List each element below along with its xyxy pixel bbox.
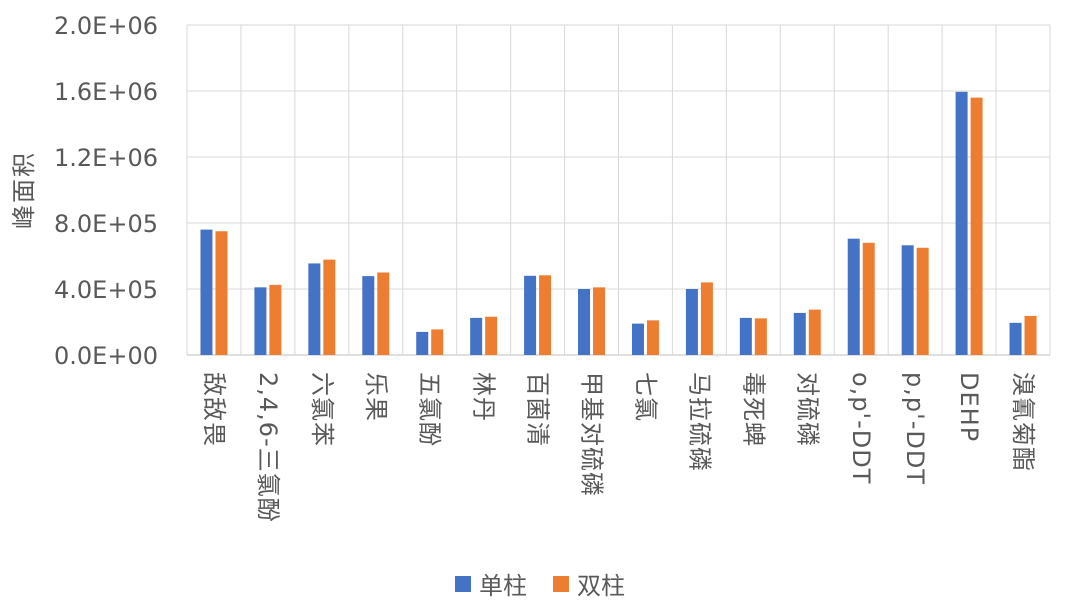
bar-single-9	[685, 289, 698, 355]
bar-double-3	[377, 272, 390, 355]
bar-double-6	[539, 275, 552, 355]
bar-double-5	[485, 316, 498, 355]
x-tick-label: 甲基对硫磷	[578, 372, 606, 497]
bar-single-2	[308, 263, 321, 355]
x-tick-label: 七氯	[631, 372, 659, 422]
bar-single-1	[254, 287, 267, 355]
x-tick-label: 敌敌畏	[200, 372, 228, 447]
grid-lines	[186, 24, 1051, 356]
x-tick-label: p,p'-DDT	[901, 372, 929, 485]
legend-label-single: 单柱	[479, 572, 527, 600]
legend-swatch-single	[455, 575, 471, 592]
x-tick-label: 2,4,6-三氯酚	[254, 372, 282, 523]
x-tick-label: 毒死蜱	[739, 372, 767, 447]
bar-single-3	[362, 276, 375, 355]
y-axis-ticks: 0.0E+00 4.0E+05 8.0E+05 1.2E+06 1.6E+06 2.0E+…	[54, 12, 158, 370]
legend-label-double: 双柱	[577, 572, 625, 600]
legend-item-double-column: 双柱	[553, 566, 625, 601]
legend: 单柱 双柱	[0, 566, 1080, 601]
bar-single-5	[470, 317, 483, 355]
y-axis-label: 峰面积	[10, 151, 38, 229]
x-tick-label: o,p'-DDT	[847, 372, 875, 484]
x-tick-label: 林丹	[470, 372, 498, 422]
bar-double-11	[808, 309, 821, 355]
y-axis-title: 峰面积	[10, 151, 38, 229]
bar-single-15	[1009, 322, 1022, 355]
bar-chart: 0.0E+00 4.0E+05 8.0E+05 1.2E+06 1.6E+06 2.0E+…	[10, 12, 1051, 523]
bar-double-14	[970, 97, 983, 355]
bar-single-11	[793, 312, 806, 355]
bar-double-12	[862, 242, 875, 355]
y-tick-label: 8.0E+05	[54, 210, 158, 238]
x-tick-label: 五氯酚	[416, 372, 444, 447]
bar-single-0	[200, 229, 213, 355]
bar-single-10	[739, 317, 752, 355]
bar-double-15	[1024, 315, 1037, 355]
bar-single-4	[416, 331, 429, 355]
x-tick-label: 乐果	[362, 372, 390, 422]
bar-double-7	[593, 287, 606, 355]
bar-single-7	[578, 289, 591, 355]
legend-item-single-column: 单柱	[455, 566, 527, 601]
x-tick-label: 六氯苯	[308, 372, 336, 447]
bar-single-8	[631, 323, 644, 355]
y-tick-label: 4.0E+05	[54, 276, 158, 304]
bar-double-0	[215, 231, 228, 355]
bar-double-9	[700, 282, 713, 355]
bar-double-4	[431, 329, 444, 355]
bar-single-6	[524, 275, 537, 355]
x-tick-label: 百菌清	[524, 372, 552, 447]
x-tick-label: 溴氰菊酯	[1009, 372, 1037, 472]
y-tick-label: 2.0E+06	[54, 12, 158, 40]
bar-single-13	[901, 245, 914, 355]
bar-double-1	[269, 284, 282, 355]
bar-single-14	[955, 91, 968, 355]
y-tick-label: 1.6E+06	[54, 78, 158, 106]
x-axis-labels: 敌敌畏 2,4,6-三氯酚 六氯苯 乐果 五氯酚 林丹 百菌清 甲基对硫磷 七氯 马拉硫磷 毒死蜱对…	[200, 372, 1037, 523]
legend-swatch-double	[553, 575, 569, 592]
bar-double-8	[646, 320, 659, 355]
x-tick-label: 马拉硫磷	[685, 372, 713, 472]
y-tick-label: 1.2E+06	[54, 144, 158, 172]
bar-double-2	[323, 259, 336, 355]
bar-double-10	[754, 318, 767, 355]
bar-double-13	[916, 247, 929, 355]
bar-single-12	[847, 238, 860, 355]
bars	[200, 91, 1037, 355]
x-tick-label: 对硫磷	[793, 372, 821, 447]
x-tick-label: DEHP	[955, 372, 983, 442]
y-tick-label: 0.0E+00	[54, 342, 158, 370]
